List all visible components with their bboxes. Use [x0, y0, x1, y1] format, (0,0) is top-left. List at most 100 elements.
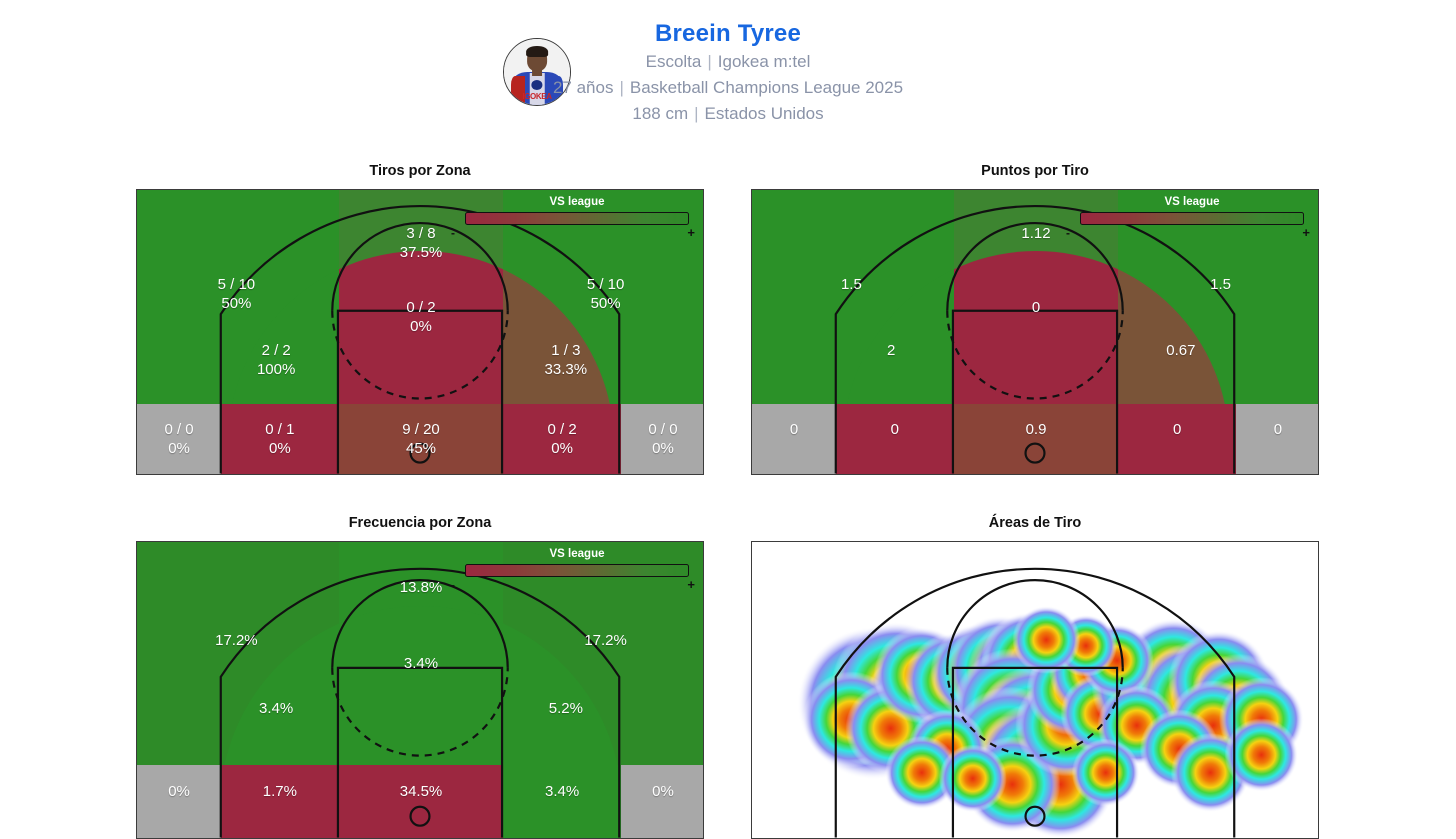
zone-value: 3 / 8 [406, 225, 436, 243]
player-league: Basketball Champions League 2025 [629, 78, 904, 97]
player-header: IGOKEA Breein Tyree Escolta | Igokea m:tel… [0, 0, 1456, 140]
avatar: IGOKEA [503, 38, 571, 106]
court-zone-map[interactable]: 3 / 8 37.5% 5 / 10 50% 5 / 10 50% 0 / 2 0% 2 / 2… [136, 189, 704, 475]
zone-pct: 45% [405, 440, 437, 458]
zone-value: 1.7% [262, 782, 297, 800]
zone-value: 0 / 2 [406, 298, 436, 316]
zone-value: 0 / 1 [265, 421, 295, 439]
court-heatmap[interactable] [751, 541, 1319, 839]
zone-left-corner-3[interactable] [137, 404, 222, 474]
meta-separator: | [619, 78, 624, 97]
vs-league-title: VS league [1164, 196, 1220, 208]
zone-value: 9 / 20 [402, 421, 440, 439]
player-meta-height-country: 188 cm | Estados Unidos [0, 104, 1456, 124]
avatar-jersey-text: IGOKEA [522, 91, 552, 101]
zone-value: 1.12 [1021, 225, 1051, 243]
zone-label-top-key-3: 13.8% [400, 578, 443, 597]
vs-league-minus-label: - [1066, 226, 1070, 240]
zone-label-left-elbow-mid: 2 [887, 341, 895, 360]
zone-value: 5 / 10 [217, 276, 256, 294]
vs-league-minus-label: - [451, 578, 455, 592]
chart-title: Tiros por Zona [369, 163, 471, 179]
zone-left-corner-3[interactable] [752, 404, 837, 474]
zone-right-baseline-mid[interactable] [1118, 404, 1236, 474]
vs-league-gradient-bar [465, 212, 689, 225]
zone-label-free-throw-circle: 3.4% [404, 654, 438, 673]
zone-label-paint: 34.5% [400, 782, 443, 801]
player-team: Igokea m:tel [717, 52, 811, 71]
zone-right-baseline-mid[interactable] [503, 765, 621, 838]
court-zone-map[interactable]: 13.8% 17.2% 17.2% 3.4% 3.4% 5.2% 0% 1.7% 34.5% 3.… [136, 541, 704, 839]
zone-pct: 0% [551, 440, 573, 458]
zone-label-right-corner-3: 0 / 0 0% [648, 420, 677, 458]
zone-value: 5 / 10 [586, 276, 625, 294]
zone-label-left-wing-3: 17.2% [215, 631, 258, 650]
zone-pct: 100% [256, 360, 296, 378]
zone-value: 0.9 [1025, 421, 1047, 439]
zone-value: 0 / 0 [164, 421, 194, 439]
zone-label-free-throw-circle: 0 [1032, 298, 1040, 317]
zone-label-left-baseline-mid: 1.7% [263, 782, 297, 801]
vs-league-gradient-bar [465, 564, 689, 577]
heat-blob [1071, 738, 1140, 807]
chart-title: Puntos por Tiro [981, 163, 1089, 179]
zone-value: 2 / 2 [261, 341, 291, 359]
zone-value: 13.8% [399, 578, 443, 596]
meta-separator: | [694, 104, 699, 123]
zone-left-baseline-mid[interactable] [221, 765, 339, 838]
vs-league-plus-label: + [1302, 225, 1310, 240]
court-zone-map[interactable]: 1.12 1.5 1.5 0 2 0.67 0 0 0.9 0 0 VS league - + [751, 189, 1319, 475]
zone-label-right-elbow-mid: 0.67 [1166, 341, 1195, 360]
zone-paint[interactable] [953, 404, 1119, 474]
zone-value: 3.4% [259, 699, 294, 717]
heat-blob [938, 744, 1007, 813]
vs-league-plus-label: + [687, 577, 695, 592]
zone-left-corner-3[interactable] [137, 765, 222, 838]
avatar-shoulder-right [548, 75, 564, 105]
player-position: Escolta [645, 52, 702, 71]
zone-value: 34.5% [399, 782, 443, 800]
chart-areas-de-tiro: Áreas de Tiro [751, 515, 1319, 839]
zone-pct: 50% [590, 295, 621, 313]
zone-value: 1 / 3 [551, 341, 581, 359]
zone-label-paint: 0.9 [1026, 420, 1047, 439]
chart-tiros-por-zona: Tiros por Zona 3 / 8 37.5% 5 / 10 50% 5 / 10… [136, 163, 704, 475]
player-meta-position-team: Escolta | Igokea m:tel [0, 52, 1456, 72]
vs-league-gradient-bar [1080, 212, 1304, 225]
avatar-neck [532, 68, 542, 76]
vs-league-minus-label: - [451, 226, 455, 240]
zone-right-corner-3[interactable] [1235, 404, 1318, 474]
zone-label-right-baseline-mid: 0 / 2 0% [548, 420, 577, 458]
zone-value: 0% [652, 782, 674, 800]
zone-right-corner-3[interactable] [620, 765, 703, 838]
vs-league-legend: VS league - + [451, 548, 695, 592]
zone-value: 1.5 [840, 276, 862, 294]
zone-value: 3.4% [545, 782, 580, 800]
vs-league-title: VS league [549, 548, 605, 560]
zone-value: 0 [890, 421, 900, 439]
zone-right-corner-3[interactable] [620, 404, 703, 474]
zone-left-baseline-mid[interactable] [836, 404, 954, 474]
zone-label-left-corner-3: 0% [168, 782, 190, 801]
zone-value: 0.67 [1166, 341, 1196, 359]
zone-label-right-elbow-mid: 5.2% [549, 699, 583, 718]
zone-value: 17.2% [584, 631, 627, 649]
shot-density-heatmap [797, 605, 1304, 838]
zone-value: 5.2% [548, 699, 583, 717]
zone-label-right-baseline-mid: 0 [1173, 420, 1181, 439]
zone-label-right-wing-3: 5 / 10 50% [587, 275, 625, 313]
player-meta-age-league: 27 años | Basketball Champions League 2025 [0, 78, 1456, 98]
chart-title: Frecuencia por Zona [348, 515, 492, 531]
chart-puntos-por-tiro: Puntos por Tiro 1.12 1.5 1.5 0 2 0.67 0 0 0.9 0 0 V… [751, 163, 1319, 475]
player-age: 27 años [552, 78, 614, 97]
zone-label-left-baseline-mid: 0 / 1 0% [265, 420, 294, 458]
zone-label-left-corner-3: 0 [790, 420, 798, 439]
zone-paint[interactable] [338, 765, 504, 838]
zone-label-left-wing-3: 5 / 10 50% [218, 275, 256, 313]
heat-blob [1012, 605, 1081, 674]
zone-label-left-elbow-mid: 3.4% [259, 699, 293, 718]
zone-label-right-corner-3: 0% [652, 782, 674, 801]
chart-frecuencia-por-zona: Frecuencia por Zona 13.8% 17.2% 17.2% 3.4% 3… [136, 515, 704, 839]
zone-label-free-throw-circle: 0 / 2 0% [406, 298, 435, 336]
zone-pct: 33.3% [544, 360, 588, 378]
